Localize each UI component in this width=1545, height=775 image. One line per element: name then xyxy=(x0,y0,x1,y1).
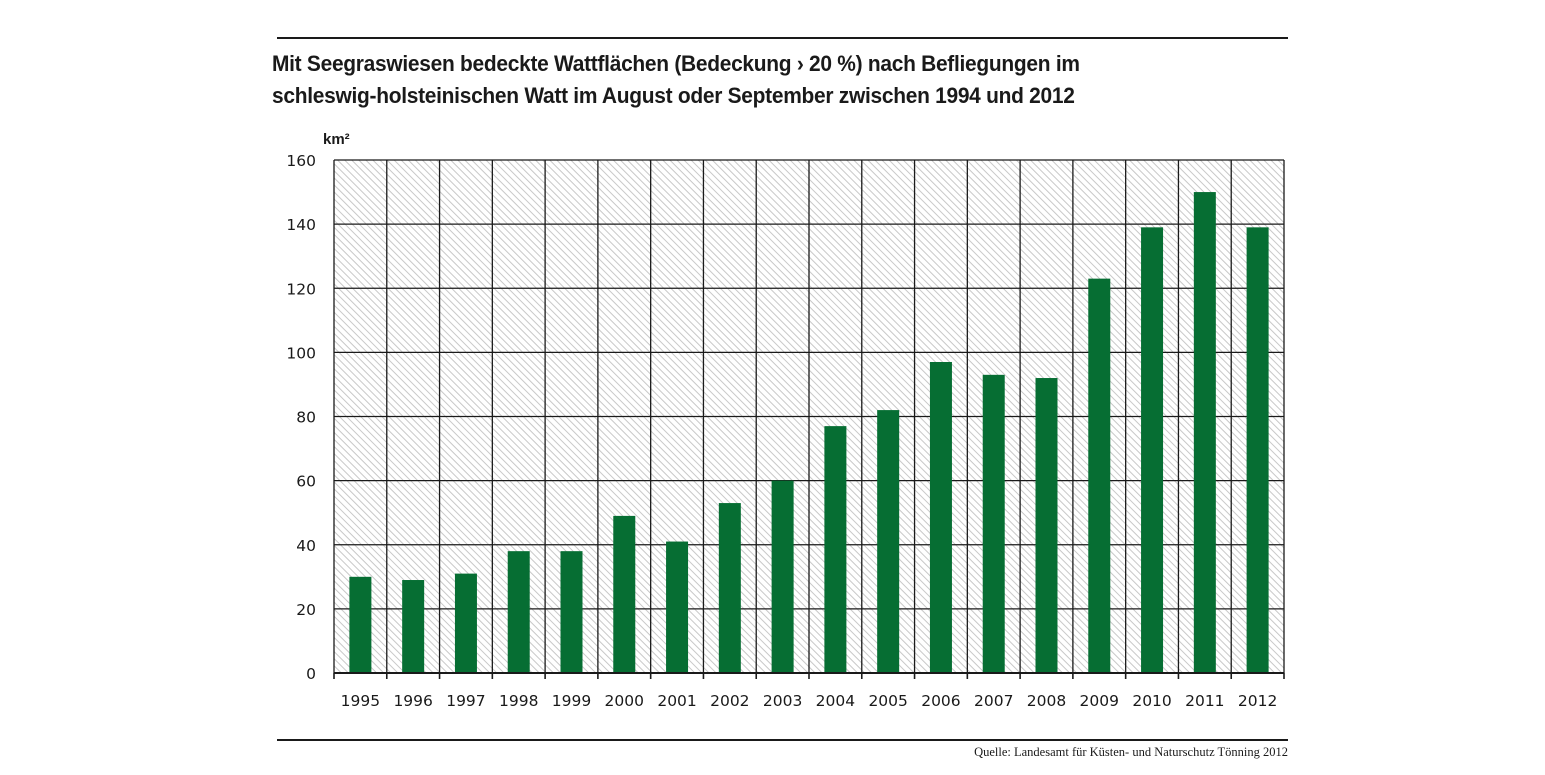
y-tick-label: 100 xyxy=(286,344,316,362)
y-tick-label: 160 xyxy=(286,152,316,170)
y-tick-label: 0 xyxy=(306,665,316,683)
x-tick-label: 1997 xyxy=(446,692,485,710)
x-tick-label: 1996 xyxy=(393,692,432,710)
bar-2009 xyxy=(1088,278,1111,673)
x-tick-label: 2001 xyxy=(657,692,696,710)
chart-title-line1: Mit Seegraswiesen bedeckte Wattflächen (… xyxy=(272,51,1080,76)
y-tick-label: 140 xyxy=(286,216,316,234)
bar-2007 xyxy=(982,374,1005,673)
x-tick-label: 2000 xyxy=(605,692,644,710)
vertical-gridlines xyxy=(333,160,1285,673)
x-tick-label: 2010 xyxy=(1132,692,1171,710)
x-tick-labels: 1995 1996 1997 1998 1999 2000 2001 2002 2003 2004… xyxy=(341,692,1278,710)
x-tick-label: 2005 xyxy=(868,692,907,710)
bar-1995 xyxy=(349,576,372,673)
y-axis-unit-label: km² xyxy=(323,131,350,148)
x-tick-label: 2012 xyxy=(1238,692,1277,710)
bar-2011 xyxy=(1193,192,1216,673)
x-tick-label: 1999 xyxy=(552,692,591,710)
source-note: Quelle: Landesamt für Küsten- und Naturs… xyxy=(974,745,1288,759)
y-tick-label: 60 xyxy=(296,473,316,491)
bar-2001 xyxy=(666,541,689,673)
x-tick-label: 2002 xyxy=(710,692,749,710)
y-tick-label: 120 xyxy=(286,280,316,298)
bar-1999 xyxy=(560,551,583,673)
y-tick-label: 40 xyxy=(296,537,316,555)
x-axis xyxy=(333,672,1285,679)
x-tick-label: 2009 xyxy=(1080,692,1119,710)
bar-2003 xyxy=(771,480,794,673)
bar-2010 xyxy=(1141,227,1164,674)
x-tick-label: 2004 xyxy=(816,692,855,710)
top-rule xyxy=(277,37,1288,39)
chart-title-line2: schleswig-holsteinischen Watt im August … xyxy=(272,83,1075,108)
bar-2000 xyxy=(613,515,636,673)
y-tick-label: 20 xyxy=(296,601,316,619)
x-tick-label: 2003 xyxy=(763,692,802,710)
y-tick-label: 80 xyxy=(296,409,316,427)
x-tick-label: 1995 xyxy=(341,692,380,710)
chart-title: Mit Seegraswiesen bedeckte Wattflächen (… xyxy=(272,48,1211,112)
bar-2006 xyxy=(929,361,952,673)
bar-1996 xyxy=(402,580,425,673)
bar-2004 xyxy=(824,426,847,673)
x-tick-label: 2011 xyxy=(1185,692,1224,710)
bar-1998 xyxy=(507,551,530,673)
y-tick-labels: 0 20 40 60 80 100 120 140 160 xyxy=(286,152,316,683)
x-tick-label: 2006 xyxy=(921,692,960,710)
bottom-rule xyxy=(277,739,1288,741)
bar-1997 xyxy=(454,573,477,673)
bar-2008 xyxy=(1035,378,1058,673)
bar-2012 xyxy=(1246,227,1269,674)
x-tick-label: 1998 xyxy=(499,692,538,710)
bar-2005 xyxy=(877,410,900,673)
bars xyxy=(349,192,1269,674)
bar-2002 xyxy=(718,503,741,673)
x-tick-label: 2008 xyxy=(1027,692,1066,710)
x-tick-label: 2007 xyxy=(974,692,1013,710)
